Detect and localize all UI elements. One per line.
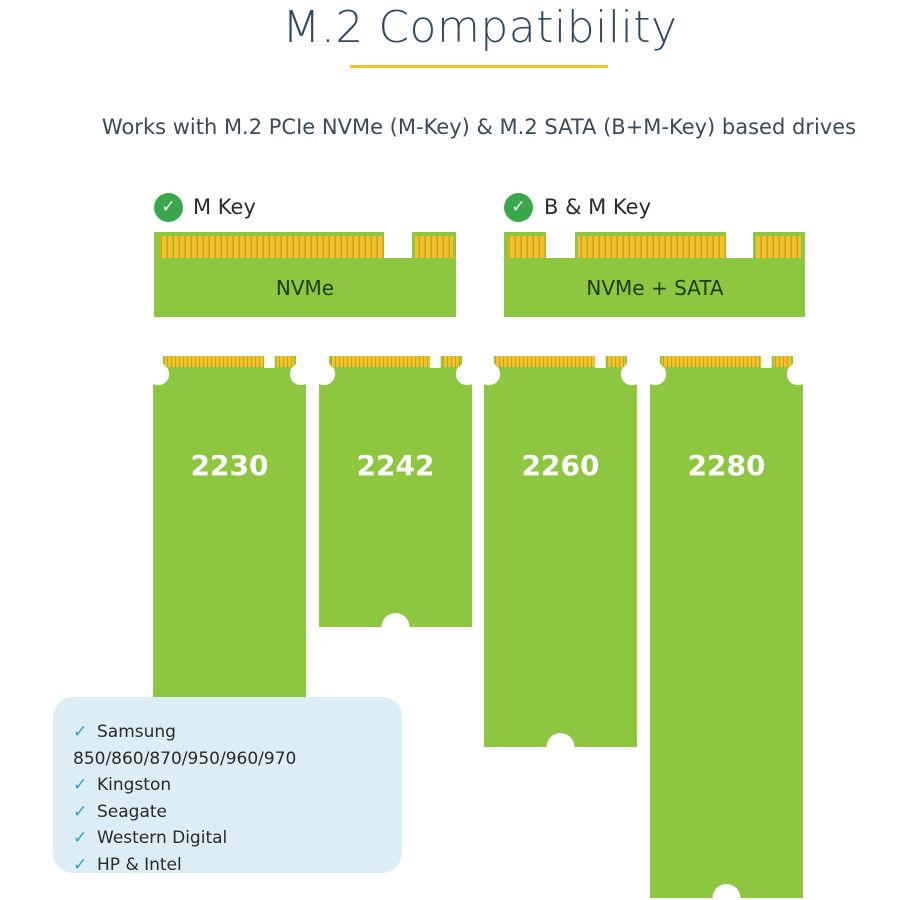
key-notch <box>264 356 275 368</box>
card-2260: 2260 <box>484 356 637 747</box>
form-factor-label: 2280 <box>688 449 766 482</box>
form-factor-label: 2230 <box>191 449 269 482</box>
brand-name: Seagate <box>97 801 168 822</box>
subtitle: Works with M.2 PCIe NVMe (M-Key) & M.2 S… <box>101 115 857 139</box>
gold-pins <box>773 356 791 367</box>
pins-left <box>508 236 546 258</box>
gold-pins <box>607 356 625 367</box>
card-2230: 2230 <box>153 356 306 722</box>
key-notch <box>761 356 772 368</box>
bm-key-label: B & M Key <box>544 195 651 219</box>
page-title: M.2 Compatibility <box>282 2 678 53</box>
card-body <box>484 356 637 747</box>
gold-pins <box>165 356 265 367</box>
connector-label-nvme-sata: NVMe + SATA <box>586 276 724 300</box>
pins-right <box>415 236 453 258</box>
card-2280: 2280 <box>650 356 803 898</box>
pins-main <box>578 236 726 258</box>
brand-item: ✓ Western Digital <box>73 825 402 852</box>
brand-name: Western Digital <box>97 828 228 848</box>
card-body <box>319 356 472 627</box>
gold-pins <box>496 356 596 367</box>
bm-key-connector: NVMe + SATA <box>504 232 805 317</box>
card-body <box>650 356 803 898</box>
brand-item: ✓ Samsung 850/860/870/950/960/970 <box>73 719 402 772</box>
pins-right <box>756 236 801 258</box>
brand-name: HP & Intel <box>97 854 182 875</box>
checkmark-icon: ✓ <box>73 801 88 822</box>
form-factor-label: 2260 <box>522 449 600 482</box>
gold-pins <box>662 356 762 367</box>
checkmark-icon: ✓ <box>73 775 88 795</box>
brand-item: ✓ Kingston <box>73 772 402 799</box>
card-body <box>153 356 306 722</box>
title-underline <box>350 65 608 68</box>
key-notch <box>430 356 441 368</box>
checkmark-icon: ✓ <box>73 722 88 742</box>
checkmark-icon: ✓ <box>73 854 88 875</box>
brand-item: ✓ HP & Intel <box>73 852 402 879</box>
check-circle-icon: ✓ <box>154 193 183 222</box>
gold-pins <box>276 356 294 367</box>
gold-pins <box>442 356 460 367</box>
m-key-label: M Key <box>193 195 256 219</box>
connector-label-nvme: NVMe <box>276 276 334 300</box>
brand-name: Samsung 850/860/870/950/960/970 <box>73 722 297 769</box>
gold-pins <box>331 356 431 367</box>
checkmark-icon: ✓ <box>73 828 88 848</box>
m-key-connector: NVMe <box>154 232 456 317</box>
card-2242: 2242 <box>319 356 472 627</box>
form-factor-label: 2242 <box>357 449 435 482</box>
brand-item: ✓ Seagate <box>73 799 402 826</box>
check-circle-icon: ✓ <box>504 193 533 222</box>
key-notch <box>595 356 606 368</box>
pins-main <box>160 236 384 258</box>
brand-name: Kingston <box>97 775 172 795</box>
compatible-brands-box: ✓ Samsung 850/860/870/950/960/970 ✓ Kingsto… <box>53 697 402 875</box>
